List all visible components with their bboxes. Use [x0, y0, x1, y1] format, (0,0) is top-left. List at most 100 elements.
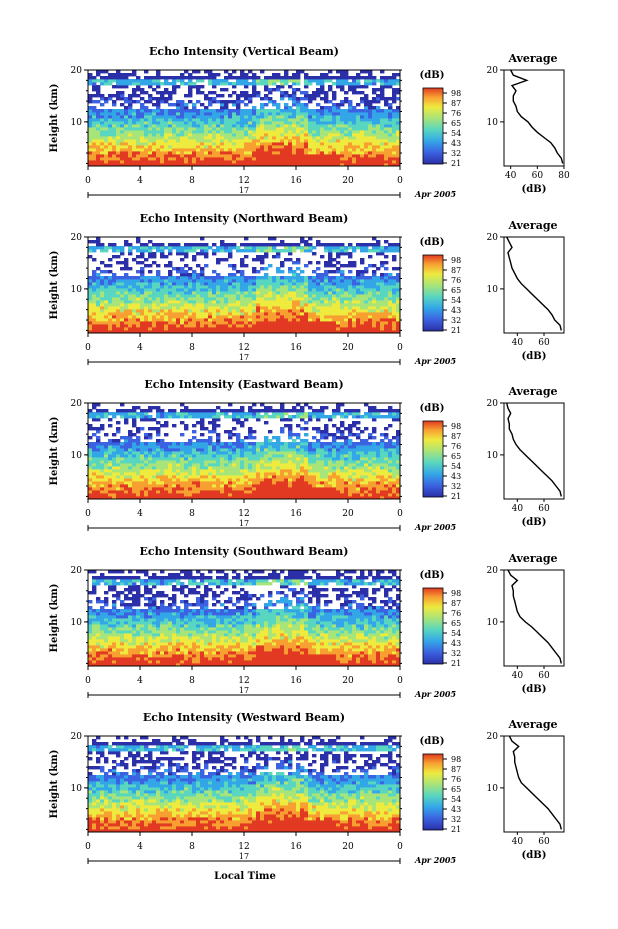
heatmap-cell: [324, 478, 329, 482]
heatmap-cell: [284, 330, 289, 334]
heatmap-cell: [188, 163, 193, 167]
heatmap-cell: [244, 91, 249, 95]
heatmap-cell: [236, 160, 241, 164]
heatmap-cell: [276, 478, 281, 482]
heatmap-cell: [228, 297, 233, 301]
heatmap-cell: [240, 282, 245, 286]
heatmap-cell: [108, 124, 113, 128]
heatmap-cell: [100, 136, 105, 140]
heatmap-cell: [196, 252, 201, 256]
heatmap-cell: [208, 124, 213, 128]
heatmap-cell: [152, 282, 157, 286]
heatmap-cell: [364, 267, 369, 271]
heatmap-cell: [180, 121, 185, 125]
heatmap-cell: [228, 315, 233, 319]
heatmap-cell: [240, 303, 245, 307]
heatmap-cell: [140, 288, 145, 292]
heatmap-cell: [176, 475, 181, 479]
heatmap-cell: [296, 76, 301, 80]
heatmap-cell: [248, 246, 253, 250]
heatmap-cell: [268, 264, 273, 268]
heatmap-cell: [192, 70, 197, 74]
heatmap-cell: [220, 136, 225, 140]
heatmap-cell: [216, 484, 221, 488]
heatmap-cell: [140, 327, 145, 331]
heatmap-cell: [96, 463, 101, 467]
heatmap-cell: [344, 285, 349, 289]
heatmap-cell: [108, 490, 113, 494]
heatmap-cell: [184, 484, 189, 488]
heatmap-cell: [164, 300, 169, 304]
heatmap-cell: [248, 469, 253, 473]
heatmap-cell: [372, 309, 377, 313]
heatmap-cell: [140, 252, 145, 256]
heatmap-cell: [388, 309, 393, 313]
heatmap-cell: [304, 109, 309, 113]
heatmap-cell: [100, 300, 105, 304]
heatmap-cell: [160, 306, 165, 310]
heatmap-cell: [96, 294, 101, 298]
heatmap-cell: [344, 297, 349, 301]
heatmap-cell: [116, 318, 121, 322]
heatmap-cell: [244, 94, 249, 98]
heatmap-cell: [344, 100, 349, 104]
heatmap-cell: [388, 124, 393, 128]
heatmap-cell: [184, 478, 189, 482]
heatmap-cell: [104, 100, 109, 104]
heatmap-cell: [128, 306, 133, 310]
heatmap-cell: [100, 315, 105, 319]
heatmap-cell: [236, 124, 241, 128]
heatmap-cell: [212, 124, 217, 128]
heatmap-cell: [276, 106, 281, 110]
heatmap-cell: [200, 270, 205, 274]
heatmap-cell: [332, 142, 337, 146]
heatmap-cell: [288, 145, 293, 149]
heatmap-cell: [144, 463, 149, 467]
heatmap-cell: [384, 312, 389, 316]
heatmap-cell: [304, 300, 309, 304]
heatmap-cell: [108, 309, 113, 313]
heatmap-cell: [216, 312, 221, 316]
heatmap-cell: [276, 154, 281, 158]
heatmap-cell: [256, 496, 261, 500]
heatmap-cell: [356, 309, 361, 313]
heatmap-cell: [220, 303, 225, 307]
heatmap-cell: [264, 154, 269, 158]
heatmap-cell: [168, 118, 173, 122]
heatmap-cell: [244, 469, 249, 473]
heatmap-cell: [240, 285, 245, 289]
heatmap-cell: [232, 306, 237, 310]
heatmap-cell: [212, 145, 217, 149]
heatmap-cell: [140, 297, 145, 301]
heatmap-cell: [96, 237, 101, 241]
heatmap-cell: [184, 315, 189, 319]
heatmap-cell: [248, 130, 253, 134]
heatmap-cell: [188, 91, 193, 95]
heatmap-cell: [360, 97, 365, 101]
heatmap-cell: [348, 106, 353, 110]
heatmap-cell: [256, 487, 261, 491]
heatmap-cell: [344, 109, 349, 113]
heatmap-cell: [284, 163, 289, 167]
heatmap-cell: [264, 76, 269, 80]
heatmap-cell: [396, 487, 401, 491]
heatmap-cell: [304, 321, 309, 325]
heatmap-cell: [172, 285, 177, 289]
heatmap-cell: [368, 163, 373, 167]
heatmap-cell: [180, 258, 185, 262]
heatmap-cell: [260, 475, 265, 479]
heatmap-cell: [168, 487, 173, 491]
heatmap-cell: [280, 124, 285, 128]
heatmap-cell: [340, 145, 345, 149]
heatmap-cell: [168, 127, 173, 131]
heatmap-cell: [124, 297, 129, 301]
heatmap-cell: [284, 76, 289, 80]
heatmap-cell: [200, 85, 205, 89]
heatmap-cell: [228, 276, 233, 280]
heatmap-cell: [368, 484, 373, 488]
heatmap-cell: [344, 487, 349, 491]
heatmap-cell: [100, 496, 105, 500]
heatmap-cell: [332, 490, 337, 494]
heatmap-cell: [312, 115, 317, 119]
heatmap-cell: [356, 321, 361, 325]
